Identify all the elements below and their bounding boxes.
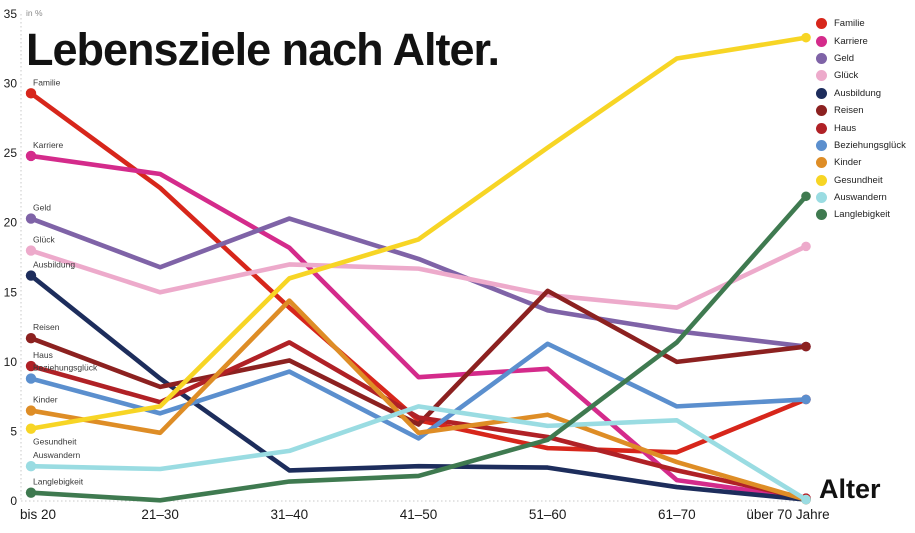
series-line-familie <box>28 91 809 455</box>
y-tick-label: 15 <box>4 285 18 299</box>
series-label-haus: Haus <box>33 350 53 360</box>
legend-color-dot <box>816 70 827 82</box>
series-line-glück <box>28 244 809 310</box>
series-line-auswandern <box>28 404 809 502</box>
legend-label: Kinder <box>834 157 862 169</box>
legend-color-dot <box>816 18 827 30</box>
legend-label: Langlebigkeit <box>834 209 890 221</box>
series-start-dot-haus <box>25 360 37 372</box>
x-tick-label: 31–40 <box>271 507 309 522</box>
series-line-karriere <box>28 153 809 501</box>
series-label-glück: Glück <box>33 235 55 245</box>
page-title: Lebensziele nach Alter. <box>26 24 500 75</box>
series-line-geld <box>28 216 809 349</box>
series-end-dot-reisen <box>801 341 811 352</box>
x-tick-label: 51–60 <box>529 507 567 522</box>
legend-item-auswandern: Auswandern <box>816 189 906 206</box>
x-tick-label: über 70 Jahre <box>746 507 829 522</box>
legend-color-dot <box>816 209 827 221</box>
series-line-langlebigkeit <box>28 193 809 503</box>
series-end-dot-auswandern <box>801 494 811 505</box>
series-label-auswandern: Auswandern <box>33 450 81 460</box>
series-start-dot-geld <box>25 213 37 224</box>
y-axis-unit-label: in % <box>26 8 43 18</box>
x-tick-label: 61–70 <box>658 507 696 522</box>
legend-label: Karriere <box>834 35 868 47</box>
legend-item-ausbildung: Ausbildung <box>816 85 906 102</box>
series-end-dot-glück <box>801 241 811 252</box>
series-line-beziehungsglück <box>28 341 809 441</box>
series-label-reisen: Reisen <box>33 322 60 332</box>
legend-item-familie: Familie <box>816 15 906 32</box>
x-tick-label: 41–50 <box>400 507 438 522</box>
y-tick-label: 20 <box>4 216 18 230</box>
legend-color-dot <box>816 35 827 47</box>
y-tick-label: 25 <box>4 146 18 160</box>
legend-item-haus: Haus <box>816 119 906 136</box>
legend-color-dot <box>816 122 827 134</box>
legend: Familie Karriere Geld Glück Ausbildung Reisen… <box>816 15 906 224</box>
y-tick-label: 10 <box>4 355 18 369</box>
y-tick-label: 35 <box>4 7 18 21</box>
legend-item-gesundheit: Gesundheit <box>816 172 906 189</box>
series-start-dot-karriere <box>25 150 37 162</box>
series-end-dot-gesundheit <box>801 32 811 43</box>
series-line-ausbildung <box>28 273 809 502</box>
legend-color-dot <box>816 87 827 99</box>
series-start-dot-ausbildung <box>25 270 37 281</box>
legend-item-reisen: Reisen <box>816 102 906 119</box>
series-label-langlebigkeit: Langlebigkeit <box>33 477 84 487</box>
series-start-dot-gesundheit <box>25 423 37 434</box>
legend-label: Familie <box>834 18 865 30</box>
series-line-haus <box>28 340 809 501</box>
x-tick-label: 21–30 <box>141 507 179 522</box>
series-start-dot-langlebigkeit <box>25 487 37 498</box>
legend-item-beziehungsglück: Beziehungsglück <box>816 137 906 154</box>
series-start-dot-auswandern <box>25 461 37 472</box>
x-axis-title: Alter <box>819 474 881 504</box>
series-end-dot-langlebigkeit <box>801 191 811 202</box>
legend-label: Beziehungsglück <box>834 139 906 151</box>
legend-item-kinder: Kinder <box>816 154 906 171</box>
series-label-ausbildung: Ausbildung <box>33 260 75 270</box>
series-start-dot-kinder <box>25 405 37 416</box>
legend-label: Auswandern <box>834 192 887 204</box>
series-label-familie: Familie <box>33 77 61 87</box>
series-label-gesundheit: Gesundheit <box>33 437 77 447</box>
legend-item-langlebigkeit: Langlebigkeit <box>816 206 906 223</box>
legend-color-dot <box>816 157 827 169</box>
y-tick-label: 30 <box>4 77 18 91</box>
legend-color-dot <box>816 52 827 64</box>
legend-label: Gesundheit <box>834 174 883 186</box>
legend-color-dot <box>816 105 827 117</box>
series-label-geld: Geld <box>33 203 51 213</box>
series-start-dot-familie <box>25 88 37 99</box>
legend-label: Glück <box>834 70 859 82</box>
legend-label: Geld <box>834 52 855 64</box>
x-tick-label: bis 20 <box>20 507 56 522</box>
series-start-dot-beziehungsglück <box>25 373 37 384</box>
series-label-kinder: Kinder <box>33 395 58 405</box>
series-line-kinder <box>28 298 809 502</box>
legend-color-dot <box>816 192 827 204</box>
series-line-reisen <box>28 288 809 427</box>
legend-color-dot <box>816 174 827 186</box>
series-line-gesundheit <box>28 35 809 431</box>
series-start-dot-reisen <box>25 333 37 344</box>
legend-item-geld: Geld <box>816 50 906 67</box>
legend-item-karriere: Karriere <box>816 32 906 49</box>
legend-item-glück: Glück <box>816 67 906 84</box>
legend-label: Ausbildung <box>834 87 882 99</box>
series-label-beziehungsglück: Beziehungsglück <box>33 363 98 373</box>
series-label-karriere: Karriere <box>33 140 64 150</box>
y-tick-label: 0 <box>10 494 17 508</box>
legend-label: Haus <box>834 122 857 134</box>
series-end-dot-beziehungsglück <box>801 394 811 405</box>
legend-label: Reisen <box>834 105 864 117</box>
series-start-dot-glück <box>25 245 37 256</box>
y-tick-label: 5 <box>10 424 17 438</box>
legend-color-dot <box>816 139 827 151</box>
